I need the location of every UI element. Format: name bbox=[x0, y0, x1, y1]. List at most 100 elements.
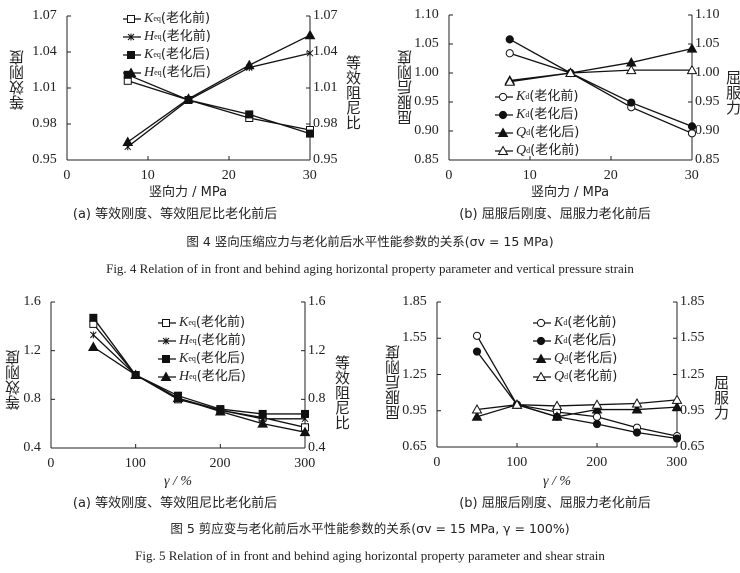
x-axis-label-text: 竖向力 / MPa bbox=[530, 185, 610, 200]
y-axis-label-right: 等效阻尼比 bbox=[333, 355, 351, 430]
legend-symbol: K bbox=[516, 89, 526, 104]
data-point bbox=[592, 419, 602, 429]
x-tick-label: 0 bbox=[47, 456, 55, 471]
y-tick-label-left: 1.05 bbox=[414, 36, 439, 51]
legend-marker bbox=[162, 355, 170, 363]
series-line bbox=[509, 38, 693, 127]
x-axis-label-text: γ / % bbox=[163, 474, 193, 489]
x-tick-label: 0 bbox=[63, 168, 71, 183]
y-axis-label-left: 等效刚度 bbox=[4, 350, 22, 410]
series-line bbox=[476, 335, 678, 437]
legend-tag: (老化前) bbox=[160, 11, 211, 26]
x-tick-label: 100 bbox=[124, 456, 146, 471]
legend-tag: (老化前) bbox=[530, 143, 580, 158]
data-point bbox=[505, 49, 514, 58]
legend-symbol: K bbox=[554, 315, 564, 330]
legend-symbol: K bbox=[144, 47, 154, 62]
series-open-triangle bbox=[471, 394, 683, 414]
legend-symbol: K bbox=[554, 333, 564, 348]
y-tick-label-right: 0.95 bbox=[680, 402, 705, 418]
series-line bbox=[127, 52, 311, 148]
x-tick-label: 10 bbox=[522, 168, 537, 183]
legend-subscript: d bbox=[563, 336, 568, 345]
x-tick-label: 10 bbox=[140, 168, 155, 183]
legend-subscript: eq bbox=[154, 68, 162, 77]
y-tick-label-right: 0.90 bbox=[695, 123, 720, 138]
y-tick-label-right: 1.2 bbox=[308, 342, 326, 358]
y-tick-label-left: 0.98 bbox=[32, 116, 57, 131]
legend-tag: (老化后) bbox=[529, 107, 579, 122]
legend-subscript: d bbox=[525, 110, 530, 119]
data-point bbox=[505, 35, 514, 44]
x-tick-label: 30 bbox=[684, 168, 699, 183]
legend-marker bbox=[498, 92, 508, 102]
legend-marker-icon bbox=[495, 127, 513, 137]
series-filled-triangle bbox=[87, 341, 311, 437]
y-tick-label-right: 1.07 bbox=[313, 8, 338, 23]
legend-marker-icon bbox=[495, 145, 513, 155]
y-tick-label-left: 0.95 bbox=[414, 94, 439, 109]
y-axis-label-left: 等效刚度 bbox=[8, 50, 26, 110]
data-point bbox=[551, 411, 563, 421]
legend-tag: (老化前) bbox=[161, 29, 211, 44]
data-point bbox=[471, 404, 483, 414]
y-axis-label-right: 屈服力 bbox=[724, 70, 740, 115]
legend-tag: (老化前) bbox=[568, 369, 618, 384]
data-point bbox=[504, 76, 516, 86]
data-point bbox=[183, 93, 194, 103]
chart-subtitle: (a) 等效刚度、等效阻尼比老化前后 bbox=[72, 207, 278, 222]
legend-subscript: eq bbox=[189, 336, 197, 345]
data-point bbox=[592, 412, 602, 421]
x-tick-label: 100 bbox=[506, 455, 528, 470]
legend-marker-icon bbox=[533, 371, 551, 381]
legend-marker-icon bbox=[533, 318, 551, 328]
data-point bbox=[591, 404, 603, 414]
chart-subtitle: (a) 等效刚度、等效阻尼比老化前后 bbox=[72, 496, 278, 511]
legend-marker bbox=[535, 371, 547, 381]
legend-symbol: K bbox=[144, 11, 154, 26]
x-tick-label: 200 bbox=[209, 456, 231, 471]
x-axis-label: 竖向力 / MPa bbox=[149, 186, 227, 200]
y-tick-label-left: 0.90 bbox=[414, 123, 439, 138]
legend-tag: (老化前) bbox=[529, 89, 579, 104]
series-open-triangle bbox=[504, 64, 698, 86]
x-tick-label: 200 bbox=[586, 455, 608, 470]
legend-tag: (老化后) bbox=[160, 47, 211, 62]
legend-subscript: d bbox=[563, 318, 568, 327]
data-point bbox=[87, 341, 99, 352]
y-tick-label-right: 1.25 bbox=[680, 366, 705, 382]
legend-tag: (老化前) bbox=[567, 315, 617, 330]
series-line bbox=[476, 404, 678, 418]
legend-marker-icon bbox=[123, 15, 141, 23]
chart-2 bbox=[448, 14, 698, 161]
legend-marker bbox=[125, 67, 137, 77]
data-point bbox=[257, 418, 269, 428]
legend-marker-icon bbox=[123, 67, 141, 77]
series-line bbox=[92, 317, 305, 415]
legend-marker bbox=[127, 15, 135, 23]
legend-symbol: K bbox=[516, 107, 526, 122]
data-point bbox=[551, 400, 563, 410]
legend-marker bbox=[127, 51, 135, 59]
legend-subscript: eq bbox=[153, 50, 161, 59]
y-tick-label-left: 1.00 bbox=[414, 65, 439, 80]
legend-symbol: Q bbox=[516, 125, 527, 140]
data-point bbox=[686, 43, 698, 53]
legend-subscript: eq bbox=[154, 32, 162, 41]
legend-marker-icon bbox=[158, 371, 176, 381]
y-tick-label-left: 0.4 bbox=[23, 440, 41, 455]
x-axis-label-text: γ / % bbox=[542, 474, 572, 489]
y-tick-label-right: 1.6 bbox=[308, 294, 326, 309]
x-tick-label: 0 bbox=[445, 168, 453, 183]
y-tick-label-right: 1.01 bbox=[313, 80, 338, 95]
legend-marker bbox=[497, 145, 509, 155]
